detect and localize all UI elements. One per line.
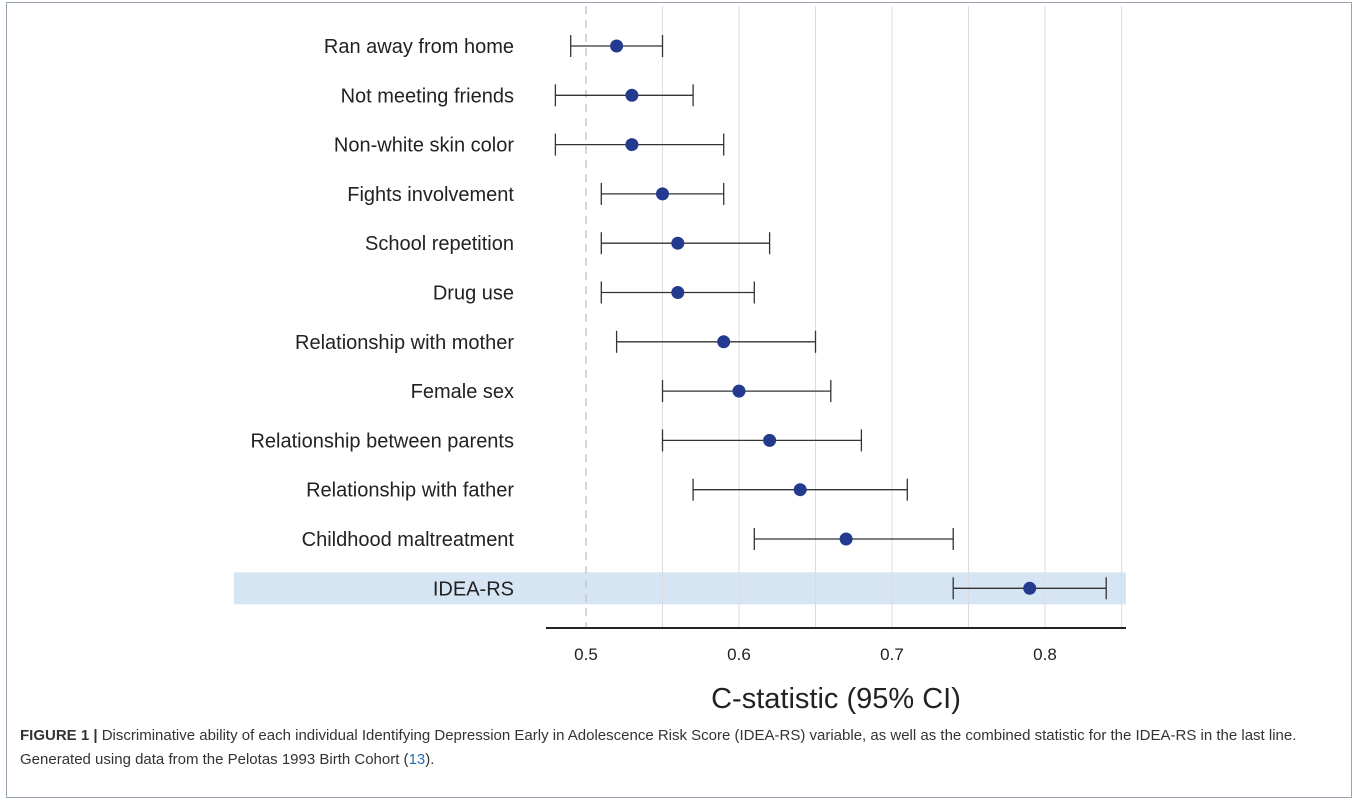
figure-label: FIGURE 1 | — [20, 727, 98, 744]
x-tick-label: 0.8 — [1033, 645, 1057, 664]
estimate-point — [763, 433, 777, 447]
row-label: Relationship between parents — [250, 430, 514, 452]
estimate-point — [625, 88, 639, 102]
row-label: Childhood maltreatment — [302, 529, 515, 551]
x-tick-label: 0.6 — [727, 645, 751, 664]
estimate-point — [793, 483, 807, 497]
x-axis-title: C-statistic (95% CI) — [711, 683, 961, 715]
estimate-point — [717, 335, 731, 349]
estimate-point — [610, 39, 624, 53]
forest-row: Female sex — [411, 380, 832, 403]
forest-row: School repetition — [365, 232, 771, 255]
row-label: Relationship with father — [306, 480, 514, 502]
forest-row: Relationship between parents — [250, 429, 863, 452]
row-label: Fights involvement — [347, 184, 514, 206]
row-label: Relationship with mother — [295, 332, 514, 354]
row-label: Non-white skin color — [334, 135, 514, 157]
caption-text-end: ). — [425, 751, 435, 768]
estimate-point — [656, 187, 669, 201]
caption-text: Discriminative ability of each individua… — [20, 727, 1297, 768]
forest-row: Relationship with father — [306, 478, 908, 502]
estimate-point — [671, 286, 685, 299]
estimate-point — [671, 236, 685, 250]
forest-plot: Ran away from home Not meeting friends Non… — [234, 6, 1126, 715]
x-tick-labels: 0.5 0.6 0.7 0.8 — [574, 645, 1057, 664]
estimate-point — [1023, 581, 1037, 595]
row-label: Not meeting friends — [341, 85, 514, 107]
x-tick-label: 0.7 — [880, 645, 904, 664]
x-tick-label: 0.5 — [574, 645, 598, 664]
forest-row: Relationship with mother — [295, 330, 817, 354]
gridlines — [662, 6, 1122, 628]
estimate-point — [732, 384, 746, 398]
estimate-point — [625, 138, 639, 152]
forest-row: Not meeting friends — [341, 84, 694, 107]
forest-row: Non-white skin color — [334, 133, 725, 157]
figure-frame — [6, 2, 1352, 798]
row-label: School repetition — [365, 233, 514, 255]
forest-row: Ran away from home — [324, 35, 664, 58]
forest-row: Childhood maltreatment — [302, 528, 954, 551]
forest-row: IDEA-RS — [433, 577, 1107, 600]
row-label: Drug use — [433, 283, 514, 305]
rows: Ran away from home Not meeting friends Non… — [250, 35, 1107, 600]
figure-caption: FIGURE 1 | Discriminative ability of eac… — [20, 724, 1338, 772]
row-label: Female sex — [411, 381, 514, 403]
forest-row: Fights involvement — [347, 182, 725, 206]
row-label: IDEA-RS — [433, 578, 514, 600]
row-label: Ran away from home — [324, 36, 514, 58]
estimate-point — [839, 532, 853, 546]
forest-row: Drug use — [433, 281, 755, 305]
reference-link[interactable]: 13 — [408, 751, 426, 768]
